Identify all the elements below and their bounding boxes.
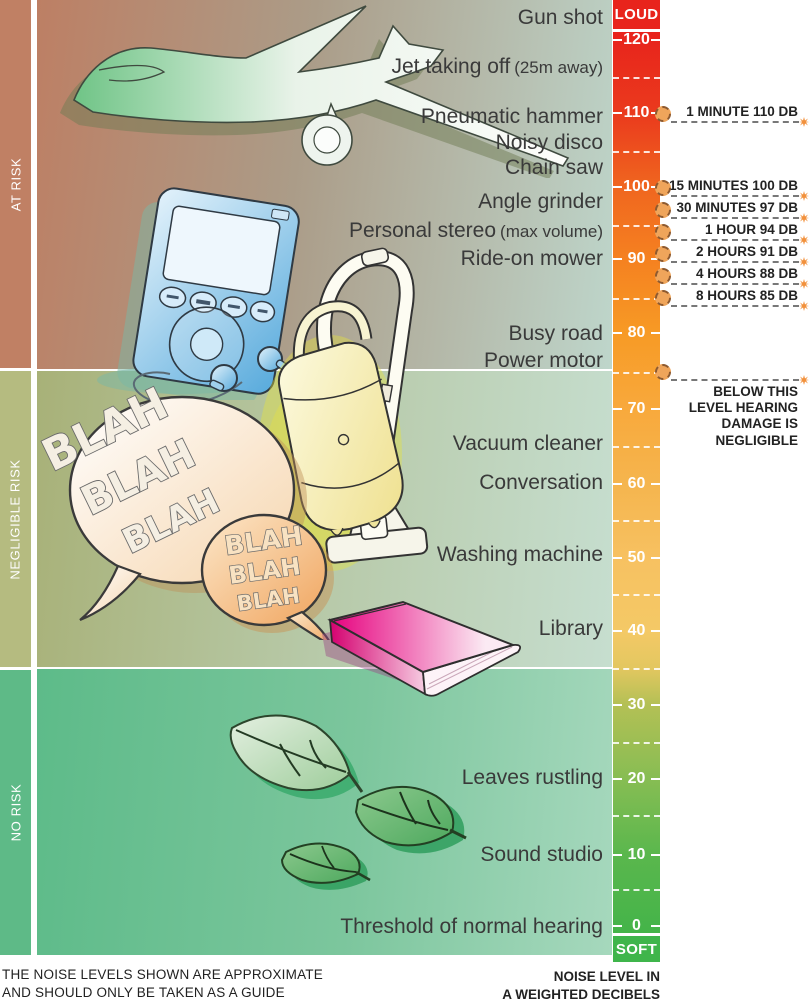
tick-0: 0 [613, 915, 660, 937]
minor-tick [613, 151, 660, 153]
speech-bubbles-illustration: BLAH BLAH BLAH BLAH BLAH BLAH [34, 377, 334, 640]
minor-tick [613, 520, 660, 522]
no-risk-zone-background [37, 669, 612, 955]
exposure-dot-75db [655, 364, 671, 380]
exposure-label-2-hours: 2 HOURS 91 DB [695, 244, 798, 259]
exposure-dot-94db [655, 224, 671, 240]
starburst-icon [799, 257, 809, 267]
tick-100: 100 [613, 176, 660, 198]
exposure-label-15-minutes: 15 MINUTES 100 DB [668, 178, 798, 193]
leaves-illustration [229, 714, 467, 890]
minor-tick [613, 225, 660, 227]
minor-tick [613, 298, 660, 300]
minor-tick [613, 742, 660, 744]
label-washing-machine: Washing machine [436, 543, 603, 566]
minor-tick [613, 889, 660, 891]
exposure-dot-97db [655, 202, 671, 218]
minor-tick [613, 815, 660, 817]
label-threshold-of-normal-hearing: Threshold of normal hearing [340, 915, 603, 938]
label-leaves-rustling: Leaves rustling [461, 766, 603, 789]
connector-line [671, 195, 799, 197]
label-library: Library [538, 617, 603, 640]
risk-band-at-risk: AT RISK [0, 0, 31, 368]
negligible-damage-note: BELOW THIS LEVEL HEARING DAMAGE IS NEGLI… [688, 384, 798, 448]
tick-90: 90 [613, 248, 660, 270]
scale-loud-label: LOUD [613, 0, 660, 29]
minor-tick [613, 594, 660, 596]
risk-band-no-risk: NO RISK [0, 670, 31, 955]
risk-band-label: NO RISK [8, 783, 23, 842]
risk-band-label: AT RISK [8, 157, 24, 211]
exposure-dot-110db [655, 106, 671, 122]
label-angle-grinder: Angle grinder [478, 190, 603, 213]
tick-120: 120 [613, 29, 660, 51]
minor-tick [613, 668, 660, 670]
tick-40: 40 [613, 620, 660, 642]
starburst-icon [799, 279, 809, 289]
risk-band-label: NEGLIGIBLE RISK [8, 458, 24, 580]
label-jet-taking-off: Jet taking off (25m away) [391, 55, 603, 78]
starburst-icon [799, 375, 809, 385]
illustration-panel: BLAH BLAH BLAH BLAH BLAH BLAH [34, 0, 612, 955]
minor-tick [613, 372, 660, 374]
exposure-dot-85db [655, 290, 671, 306]
starburst-icon [799, 301, 809, 311]
tick-70: 70 [613, 398, 660, 420]
connector-line [671, 261, 799, 263]
exposure-dot-91db [655, 246, 671, 262]
minor-tick [613, 446, 660, 448]
starburst-icon [799, 235, 809, 245]
book-illustration [322, 600, 522, 697]
exposure-label-30-minutes: 30 MINUTES 97 DB [676, 200, 798, 215]
label-noisy-disco: Noisy disco [495, 131, 603, 154]
label-chain-saw: Chain saw [504, 156, 603, 179]
axis-caption: NOISE LEVEL IN A WEIGHTED DECIBELS [502, 969, 660, 1002]
label-gun-shot: Gun shot [517, 6, 603, 29]
connector-line [671, 379, 799, 381]
minor-tick [613, 77, 660, 79]
jet-plane-illustration [60, 5, 570, 178]
connector-line [671, 305, 799, 307]
tick-60: 60 [613, 473, 660, 495]
tick-10: 10 [613, 844, 660, 866]
approximation-footnote: THE NOISE LEVELS SHOWN ARE APPROXIMATE A… [2, 967, 323, 1000]
risk-band-negligible-risk: NEGLIGIBLE RISK [0, 371, 31, 667]
connector-line [671, 283, 799, 285]
label-busy-road: Busy road [508, 322, 603, 345]
label-personal-stereo: Personal stereo (max volume) [348, 219, 603, 242]
exposure-label-1-minute: 1 MINUTE 110 DB [686, 104, 798, 119]
label-sound-studio: Sound studio [480, 843, 603, 866]
tick-20: 20 [613, 768, 660, 790]
connector-line [671, 239, 799, 241]
tick-50: 50 [613, 547, 660, 569]
connector-line [671, 121, 799, 123]
tick-80: 80 [613, 322, 660, 344]
label-vacuum-cleaner: Vacuum cleaner [452, 432, 603, 455]
decibel-scale-bar [613, 32, 660, 933]
scale-soft-label: SOFT [613, 936, 660, 962]
label-conversation: Conversation [479, 471, 603, 494]
exposure-dot-88db [655, 268, 671, 284]
tick-110: 110 [613, 102, 660, 124]
exposure-label-8-hours: 8 HOURS 85 DB [695, 288, 798, 303]
starburst-icon [799, 117, 809, 127]
label-ride-on-mower: Ride-on mower [460, 247, 603, 270]
tick-30: 30 [613, 694, 660, 716]
exposure-label-1-hour: 1 HOUR 94 DB [704, 222, 798, 237]
exposure-dot-100db [655, 180, 671, 196]
connector-line [671, 217, 799, 219]
personal-stereo-illustration [97, 187, 300, 400]
exposure-label-4-hours: 4 HOURS 88 DB [695, 266, 798, 281]
starburst-icon [799, 191, 809, 201]
label-power-motor: Power motor [483, 349, 603, 372]
starburst-icon [799, 213, 809, 223]
label-pneumatic-hammer: Pneumatic hammer [420, 105, 603, 128]
